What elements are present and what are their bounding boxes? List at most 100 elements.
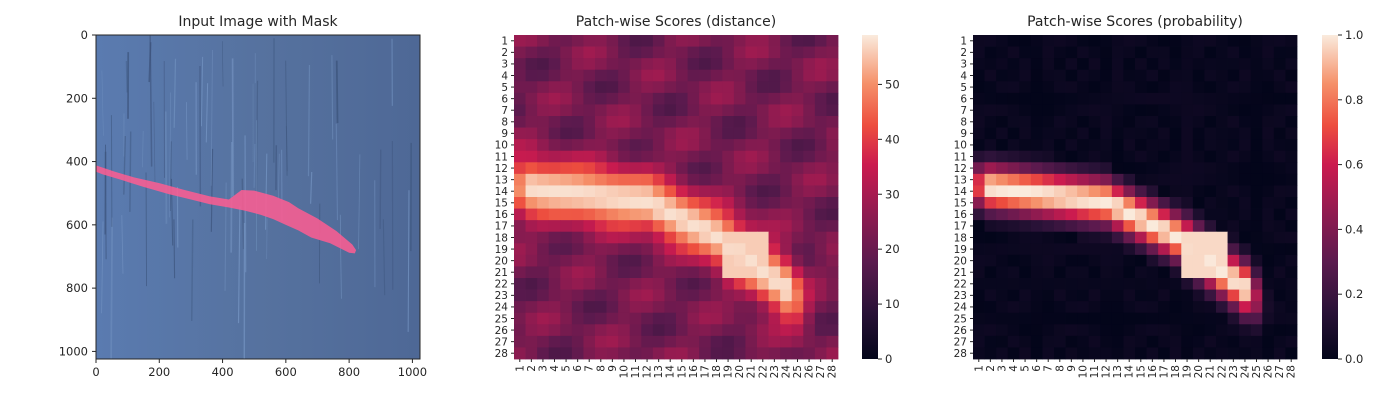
heatmap-cell <box>699 301 712 314</box>
heatmap-cell <box>984 335 997 348</box>
heatmap-cell <box>757 289 769 302</box>
heatmap-cell <box>1204 150 1217 163</box>
heatmap-cell <box>1239 35 1252 47</box>
heatmap-cell <box>652 92 665 105</box>
heatmap-cell <box>745 289 758 302</box>
heatmap-cell <box>984 243 997 256</box>
heatmap-cell <box>1100 104 1113 117</box>
heatmap-cell <box>745 150 758 163</box>
heatmap-y-tick-label: 11 <box>495 151 508 163</box>
heatmap-cell <box>606 197 619 209</box>
heatmap-cell <box>595 173 607 186</box>
heatmap-cell <box>687 254 700 267</box>
heatmap-y-tick-label: 21 <box>954 267 967 279</box>
heatmap-y-tick-label: 3 <box>960 59 967 71</box>
heatmap-cell <box>1135 46 1147 59</box>
heatmap-cell <box>1135 254 1147 267</box>
heatmap-cell <box>618 266 631 279</box>
heatmap-cell <box>1169 104 1182 117</box>
heatmap-cell <box>664 104 677 117</box>
heatmap-cell <box>757 173 769 186</box>
heatmap-cell <box>757 197 769 209</box>
heatmap-cell <box>803 324 816 337</box>
heatmap-cell <box>1146 35 1159 47</box>
heatmap-cell <box>514 116 526 128</box>
heatmap-cell <box>699 220 712 233</box>
heatmap-cell <box>1204 162 1217 175</box>
heatmap-cell <box>1285 139 1298 152</box>
heatmap-cell <box>641 150 654 163</box>
heatmap-cell <box>1273 162 1286 175</box>
heatmap-cell <box>1158 139 1171 152</box>
heatmap-cell <box>1007 347 1020 360</box>
heatmap-cell <box>1054 58 1066 71</box>
heatmap-cell <box>973 347 985 360</box>
heatmap-cell <box>1227 162 1240 175</box>
heatmap-cell <box>1054 46 1066 59</box>
heatmap-x-tick-label: 3 <box>996 365 1008 372</box>
heatmap-cell <box>984 127 997 140</box>
heatmap-cell <box>780 243 793 256</box>
heatmap-cell <box>791 301 804 314</box>
heatmap-cell <box>803 347 816 360</box>
heatmap-cell <box>1146 208 1159 221</box>
heatmap-cell <box>560 104 573 117</box>
heatmap-cell <box>1239 254 1252 267</box>
heatmap-cell <box>745 162 758 175</box>
heatmap-cell <box>733 301 746 314</box>
heatmap-cell <box>1158 46 1171 59</box>
heatmap-cell <box>1146 139 1159 152</box>
heatmap-cell <box>560 69 573 82</box>
heatmap-cell <box>676 81 688 94</box>
heatmap-cell <box>595 46 607 59</box>
heatmap-cell <box>1019 69 1032 82</box>
heatmap-cell <box>1192 301 1205 314</box>
heatmap-cell <box>1042 150 1055 163</box>
heatmap-cell <box>641 220 654 233</box>
heatmap-x-tick-label: 23 <box>769 365 781 378</box>
heatmap-cell <box>1077 312 1090 325</box>
heatmap-cell <box>1273 312 1286 325</box>
heatmap-y-tick-label: 4 <box>501 70 508 82</box>
heatmap-x-tick-label: 16 <box>688 365 700 379</box>
heatmap-x-tick-label: 25 <box>792 365 804 378</box>
heatmap-cell <box>1054 127 1066 140</box>
heatmap-cell <box>1250 312 1263 325</box>
heatmap-cell <box>780 220 793 233</box>
heatmap-x-tick-label: 2 <box>526 365 538 372</box>
heatmap-cell <box>514 173 526 186</box>
heatmap-cell <box>1262 243 1275 256</box>
heatmap-cell <box>687 335 700 348</box>
heatmap-cell <box>1227 220 1240 233</box>
heatmap-cell <box>1216 46 1228 59</box>
heatmap-cell <box>1007 162 1020 175</box>
heatmap-cell <box>826 81 839 94</box>
heatmap-cell <box>606 266 619 279</box>
heatmap-cell <box>722 312 735 325</box>
heatmap-cell <box>1042 220 1055 233</box>
heatmap-cell <box>733 150 746 163</box>
heatmap-cell <box>803 231 816 244</box>
heatmap-cell <box>687 208 700 221</box>
heatmap-x-tick-label: 28 <box>1286 365 1298 378</box>
heatmap-cell <box>996 185 1009 198</box>
heatmap-cell <box>1123 231 1136 244</box>
heatmap-cell <box>548 58 561 71</box>
heatmap-cell <box>606 335 619 348</box>
heatmap-cell <box>652 185 665 198</box>
heatmap-cell <box>1169 220 1182 233</box>
heatmap-cell <box>1285 278 1298 290</box>
heatmap-cell <box>1065 35 1078 47</box>
heatmap-cell <box>676 139 688 152</box>
heatmap-cell <box>984 92 997 105</box>
heatmap-cell <box>710 266 723 279</box>
heatmap-cell <box>1019 35 1032 47</box>
heatmap-cell <box>984 289 997 302</box>
heatmap-cell <box>629 197 642 209</box>
heatmap-cell <box>1227 266 1240 279</box>
heatmap-cell <box>1054 81 1066 94</box>
heatmap-cell <box>629 104 642 117</box>
heatmap-cell <box>560 220 573 233</box>
heatmap-cell <box>722 58 735 71</box>
heatmap-cell <box>984 46 997 59</box>
